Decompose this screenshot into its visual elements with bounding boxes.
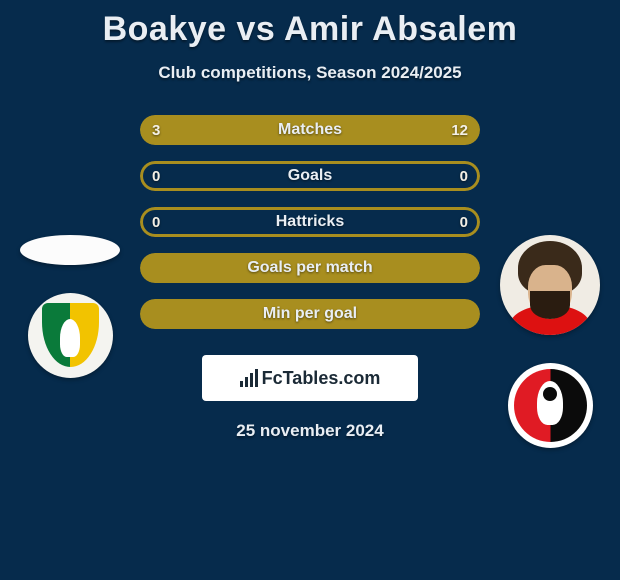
fctables-logo: FcTables.com (202, 355, 418, 401)
stat-value-right: 12 (451, 115, 468, 145)
player-right-avatar (500, 235, 600, 335)
stat-value-left: 0 (152, 161, 160, 191)
stat-row: 00Hattricks (140, 207, 480, 237)
comparison-date: 25 november 2024 (0, 421, 620, 441)
stat-value-right: 0 (460, 207, 468, 237)
stat-value-right: 0 (460, 161, 468, 191)
stat-bar-outline (140, 161, 480, 191)
logo-text: FcTables.com (262, 368, 381, 389)
stat-row: Min per goal (140, 299, 480, 329)
stat-row: 312Matches (140, 115, 480, 145)
stat-bars: 312Matches00Goals00HattricksGoals per ma… (140, 115, 480, 345)
stat-row: Goals per match (140, 253, 480, 283)
stat-bar-outline (140, 207, 480, 237)
stat-value-left: 0 (152, 207, 160, 237)
player-left-avatar (20, 235, 120, 265)
page-subtitle: Club competitions, Season 2024/2025 (0, 63, 620, 83)
stat-value-left: 3 (152, 115, 160, 145)
stat-row: 00Goals (140, 161, 480, 191)
logo-bars-icon (240, 369, 258, 387)
page-title: Boakye vs Amir Absalem (0, 0, 620, 49)
